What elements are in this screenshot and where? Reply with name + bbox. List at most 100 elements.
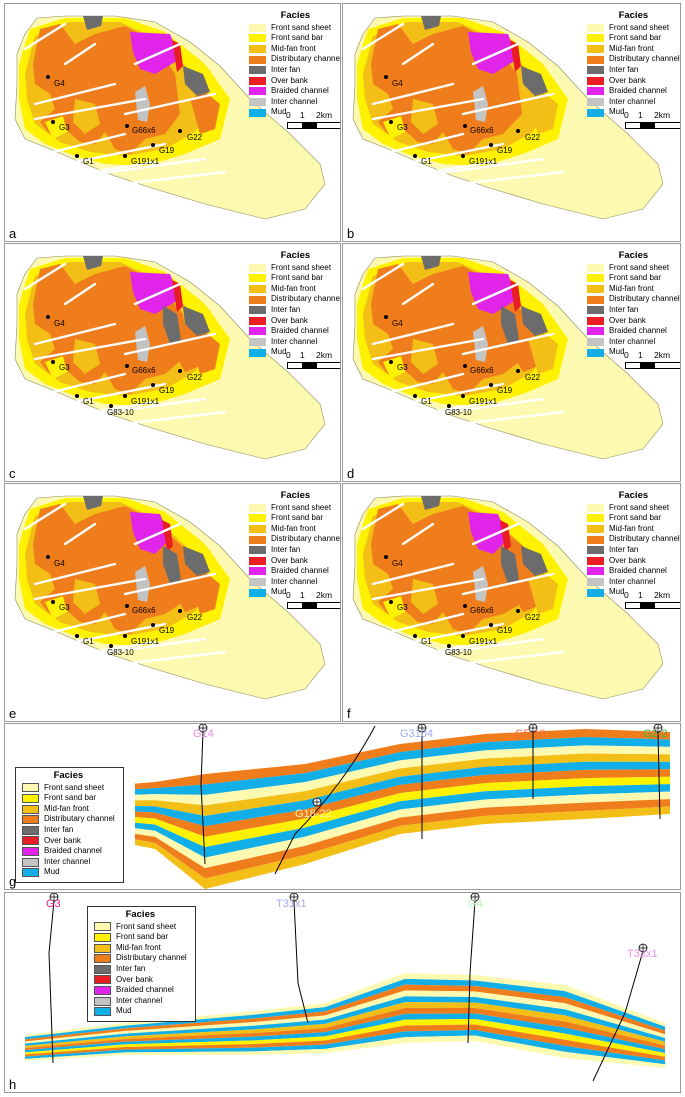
legend-label: Over bank xyxy=(271,315,308,325)
legend-title: Facies xyxy=(618,10,649,21)
legend-item: Mud xyxy=(94,1006,187,1017)
scale-tick-0: 0 xyxy=(624,110,629,120)
legend-title: Facies xyxy=(280,250,311,261)
legend-swatch xyxy=(249,87,266,96)
legend-item: Distributary channel xyxy=(22,814,115,825)
legend-label: Over bank xyxy=(116,974,153,984)
scale-tick-1: 1 xyxy=(638,110,643,120)
map-legend: Facies Front sand sheet Front sand bar Mid-… xyxy=(587,490,680,598)
legend-item: Inter fan xyxy=(587,65,680,76)
well-label: G19 xyxy=(159,386,175,395)
panel-letter-g: g xyxy=(9,874,17,889)
legend-title: Facies xyxy=(280,10,311,21)
well-marker xyxy=(151,383,155,387)
legend-swatch xyxy=(587,76,604,85)
legend-item: Mid-fan front xyxy=(587,524,680,535)
strata-layers xyxy=(130,729,670,889)
well-marker xyxy=(123,154,127,158)
legend-swatch xyxy=(249,295,266,304)
legend-label: Mud xyxy=(271,107,287,117)
fault-lines xyxy=(361,22,565,188)
well-marker xyxy=(413,394,417,398)
scale-tick-1: 1 xyxy=(638,590,643,600)
legend-item: Mud xyxy=(249,107,340,118)
legend-label: Mud xyxy=(609,587,625,597)
well-label-g18-22: G18-22 xyxy=(295,808,332,820)
legend-swatch xyxy=(587,108,604,117)
well-label-g3104: G3104 xyxy=(400,728,434,740)
well-marker xyxy=(51,360,55,364)
well-label: G19 xyxy=(159,626,175,635)
scale-bar-graphic xyxy=(287,122,340,129)
legend-label: Braided channel xyxy=(609,566,667,576)
legend-label: Mud xyxy=(116,1006,132,1016)
legend-label: Front sand bar xyxy=(271,273,324,283)
panel-letter-d: d xyxy=(347,466,355,481)
legend-swatch xyxy=(587,503,604,512)
legend-swatch xyxy=(587,45,604,54)
facies-map-f xyxy=(352,495,664,700)
scale-bar-graphic xyxy=(625,362,680,369)
legend-swatch xyxy=(587,306,604,315)
well-label: G3 xyxy=(59,363,70,372)
scale-tick-2: 2km xyxy=(654,110,671,120)
legend-item: Front sand bar xyxy=(249,273,340,284)
legend-item: Mid-fan front xyxy=(22,804,115,815)
legend-item: Front sand bar xyxy=(587,273,680,284)
well-label: G3 xyxy=(59,123,70,132)
map-legend: Facies Front sand sheet Front sand bar Mid-… xyxy=(249,490,340,598)
legend-item: Over bank xyxy=(94,975,187,986)
legend-item: Braided channel xyxy=(22,846,115,857)
well-marker xyxy=(75,634,79,638)
well-label-g3: G3 xyxy=(46,898,61,910)
section-g-legend: Facies Front sand sheet Front sand bar Mid… xyxy=(15,767,124,883)
legend-item: Mid-fan front xyxy=(587,284,680,295)
legend-swatch xyxy=(94,922,111,932)
legend-label: Mid-fan front xyxy=(116,942,161,952)
well-marker xyxy=(151,143,155,147)
legend-label: Inter channel xyxy=(116,995,163,1005)
legend-item: Inter fan xyxy=(22,825,115,836)
legend-swatch xyxy=(249,306,266,315)
well-marker xyxy=(413,154,417,158)
well-label: G22 xyxy=(187,613,203,622)
panel-letter-c: c xyxy=(9,466,16,481)
well-marker xyxy=(109,644,113,648)
well-label-g5-10: G5-10 xyxy=(515,728,546,740)
legend-label: Inter fan xyxy=(609,544,639,554)
legend-item: Over bank xyxy=(249,315,340,327)
legend-item: Braided channel xyxy=(587,566,680,577)
well-label: G22 xyxy=(525,133,541,142)
legend-swatch xyxy=(94,954,111,964)
legend-swatch xyxy=(249,338,266,347)
well-label: G4 xyxy=(392,319,403,328)
well-label: G19 xyxy=(497,146,513,155)
legend-item: Braided channel xyxy=(249,326,340,337)
well-label: G3 xyxy=(59,603,70,612)
scale-tick-0: 0 xyxy=(286,110,291,120)
legend-swatch xyxy=(249,546,266,555)
legend-label: Braided channel xyxy=(271,566,329,576)
scale-bar-graphic xyxy=(625,122,680,129)
well-marker xyxy=(75,154,79,158)
cross-section-h xyxy=(25,893,665,1082)
legend-label: Over bank xyxy=(271,555,308,565)
well-marker xyxy=(384,315,388,319)
well-marker xyxy=(109,404,113,408)
legend-swatch xyxy=(249,55,266,64)
fault-lines xyxy=(361,262,565,428)
well-marker xyxy=(489,623,493,627)
legend-label: Mid-fan front xyxy=(44,803,89,813)
legend-item: Over bank xyxy=(22,836,115,847)
legend-label: Over bank xyxy=(271,75,308,85)
well-label-g2-2: G2-2 xyxy=(643,728,668,740)
well-label: G19 xyxy=(159,146,175,155)
legend-swatch xyxy=(587,87,604,96)
map-panel-b: b G4 G3 G66x6 G22 G19 G1 G191x1 Facies Front san… xyxy=(342,3,681,242)
legend-title: Facies xyxy=(618,490,649,501)
well-marker xyxy=(46,75,50,79)
legend-label: Inter channel xyxy=(609,336,656,346)
legend-label: Front sand sheet xyxy=(609,502,670,512)
legend-swatch xyxy=(587,546,604,555)
legend-swatch xyxy=(249,535,266,544)
